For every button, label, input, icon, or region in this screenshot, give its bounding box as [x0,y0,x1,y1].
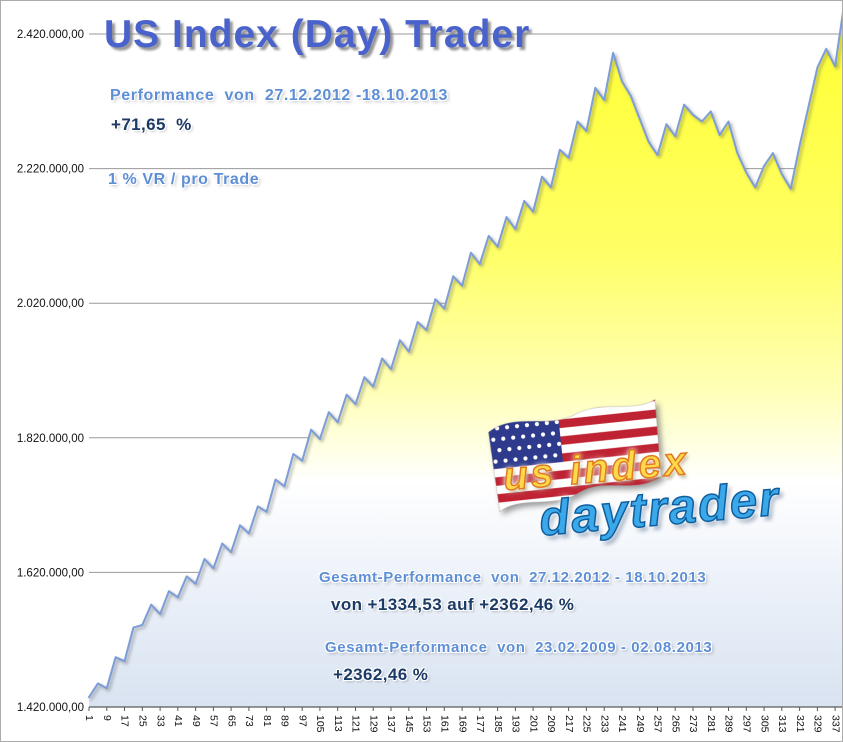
svg-text:209: 209 [545,715,557,733]
total-performance-1-value: von +1334,53 auf +2362,46 % [331,595,575,614]
svg-text:185: 185 [492,715,504,733]
svg-text:161: 161 [439,715,451,733]
svg-text:97: 97 [296,715,308,727]
svg-text:121: 121 [350,715,362,733]
chart-title: US Index (Day) Trader [104,13,531,56]
total-performance-2-label: Gesamt-Performance von 23.02.2009 - 02.0… [325,639,713,656]
svg-text:33: 33 [154,715,166,727]
svg-text:129: 129 [367,715,379,733]
svg-text:145: 145 [403,715,415,733]
svg-text:217: 217 [563,715,575,733]
svg-text:273: 273 [687,715,699,733]
svg-text:169: 169 [456,715,468,733]
svg-text:281: 281 [705,715,717,733]
risk-per-trade-note: 1 % VR / pro Trade [108,171,260,188]
svg-text:225: 225 [581,715,593,733]
us-flag-icon [483,392,673,530]
svg-text:297: 297 [741,715,753,733]
svg-text:193: 193 [510,715,522,733]
brand-logo: us index daytrader [481,398,811,559]
svg-text:81: 81 [261,715,273,727]
performance-period-label: Performance von 27.12.2012 -18.10.2013 [110,87,448,104]
svg-text:1.820.000,00: 1.820.000,00 [17,433,84,445]
svg-text:249: 249 [634,715,646,733]
svg-text:1.420.000,00: 1.420.000,00 [17,702,84,714]
svg-text:105: 105 [314,715,326,733]
svg-text:1.620.000,00: 1.620.000,00 [17,567,84,579]
svg-text:41: 41 [172,715,184,727]
svg-text:2.420.000,00: 2.420.000,00 [17,29,84,41]
svg-text:9: 9 [101,715,113,721]
svg-text:25: 25 [137,715,149,727]
svg-text:65: 65 [225,715,237,727]
svg-text:337: 337 [829,715,841,733]
svg-text:329: 329 [812,715,824,733]
svg-text:1: 1 [83,715,95,721]
svg-text:241: 241 [616,715,628,733]
svg-text:2.020.000,00: 2.020.000,00 [17,298,84,310]
svg-text:313: 313 [776,715,788,733]
total-performance-1-label: Gesamt-Performance von 27.12.2012 - 18.1… [319,569,707,586]
svg-text:257: 257 [652,715,664,733]
svg-text:113: 113 [332,715,344,732]
svg-text:57: 57 [208,715,220,727]
svg-text:137: 137 [385,715,397,733]
svg-text:17: 17 [119,715,131,727]
performance-value: +71,65 % [111,115,192,134]
total-performance-2-value: +2362,46 % [333,665,429,684]
svg-text:177: 177 [474,715,486,733]
svg-text:305: 305 [758,715,770,733]
svg-text:265: 265 [669,715,681,733]
svg-text:89: 89 [279,715,291,727]
svg-text:73: 73 [243,715,255,727]
svg-text:201: 201 [527,715,539,733]
svg-text:2.220.000,00: 2.220.000,00 [17,164,84,176]
svg-text:233: 233 [598,715,610,733]
svg-text:49: 49 [190,715,202,727]
svg-text:153: 153 [421,715,433,733]
svg-text:321: 321 [794,715,806,733]
svg-text:289: 289 [723,715,735,733]
